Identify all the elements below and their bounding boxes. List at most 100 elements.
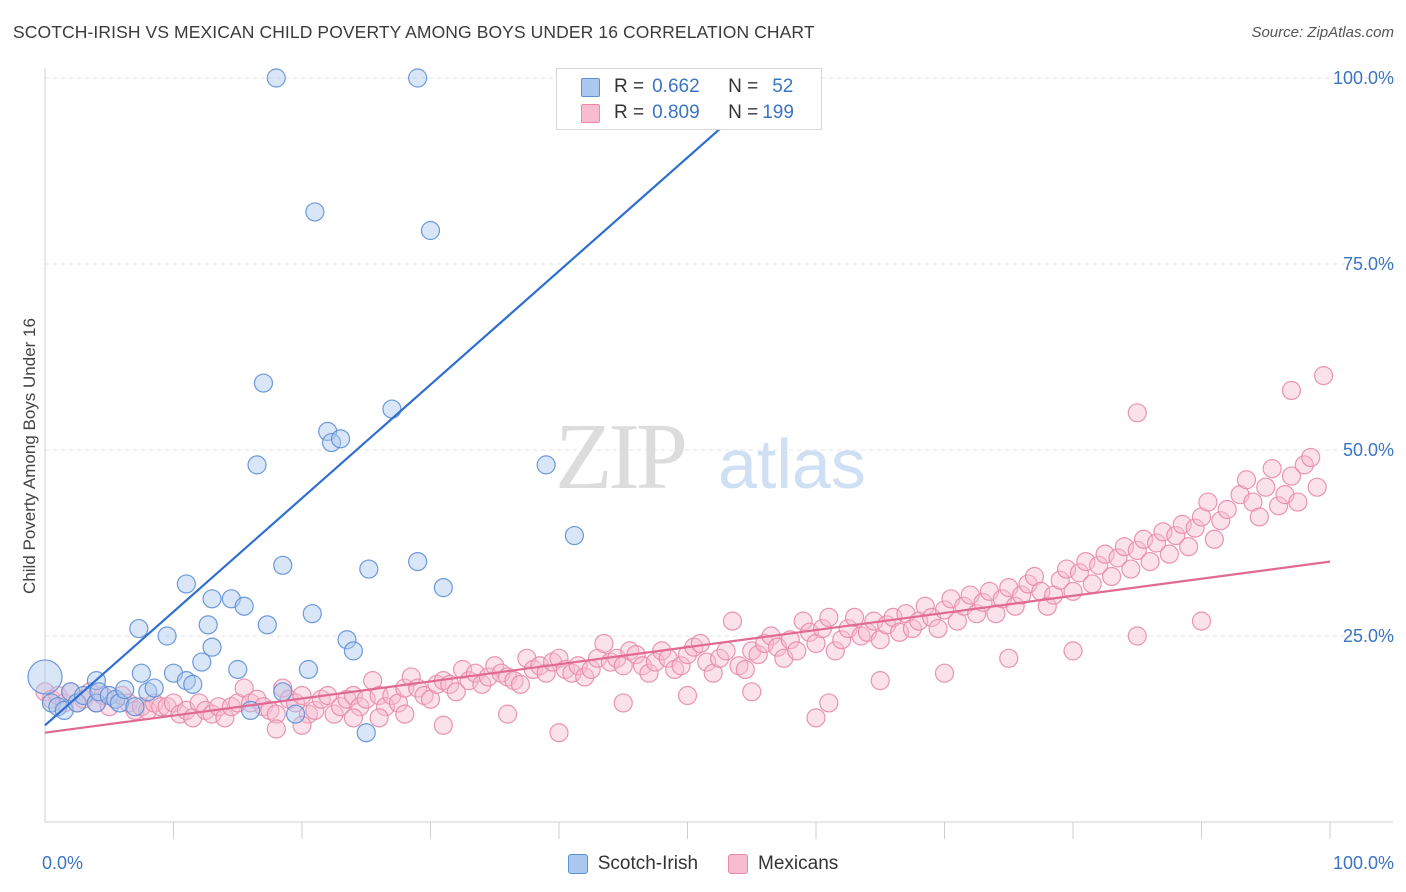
data-point (677, 644, 698, 665)
data-point (562, 663, 582, 683)
data-point (1127, 540, 1147, 561)
data-point (27, 659, 63, 695)
data-point (934, 663, 955, 683)
r-value: 0.662 (652, 76, 700, 97)
data-point (176, 574, 196, 594)
data-point (228, 659, 248, 680)
data-point (742, 682, 762, 702)
legend-item-scotch-irish[interactable]: Scotch-Irish (567, 850, 699, 878)
data-point (639, 663, 659, 683)
data-point (337, 630, 357, 650)
data-point (722, 611, 743, 631)
data-point (99, 697, 119, 717)
trend-lines (44, 77, 1331, 734)
scotch-irish-points (27, 68, 736, 743)
n-label: N = (728, 76, 759, 97)
data-point (1069, 563, 1090, 583)
data-point (292, 685, 312, 706)
data-point (257, 615, 277, 635)
data-point (1217, 499, 1237, 520)
data-point (1153, 522, 1173, 542)
data-point (192, 652, 212, 672)
data-point (302, 604, 322, 624)
data-point (819, 607, 839, 628)
data-point (330, 429, 351, 449)
data-point (202, 637, 222, 657)
data-point (369, 708, 389, 728)
data-point (115, 679, 135, 700)
data-point (1108, 548, 1128, 568)
data-point (613, 693, 633, 713)
data-point (324, 704, 344, 724)
data-point (1005, 596, 1025, 616)
y-tick-labels: 25.0% 50.0% 75.0% 100.0% (1333, 68, 1394, 646)
data-point (247, 455, 267, 475)
data-point (183, 674, 203, 694)
data-point (375, 697, 396, 717)
data-point (1082, 574, 1102, 594)
data-point (870, 671, 890, 691)
data-point (1191, 611, 1212, 631)
data-point (202, 589, 222, 609)
data-point (645, 652, 665, 672)
y-tick-label: 25.0% (1343, 626, 1394, 646)
stats-legend: R = 0.662 N = 52 R = 0.809 N = 199 (556, 68, 822, 130)
data-point (549, 723, 569, 743)
data-point (382, 399, 402, 419)
data-point (420, 220, 441, 241)
data-point (273, 555, 293, 575)
data-point (266, 68, 286, 88)
r-value: 0.809 (652, 102, 700, 123)
data-point (266, 704, 286, 724)
data-point (305, 202, 325, 222)
data-point (61, 682, 81, 702)
data-point (632, 656, 653, 676)
data-point (1268, 496, 1289, 516)
data-point (902, 618, 922, 639)
data-point (806, 708, 826, 728)
data-point (89, 682, 109, 702)
data-point (1166, 525, 1186, 546)
y-tick-label: 75.0% (1343, 254, 1394, 274)
legend-item-mexicans[interactable]: Mexicans (728, 850, 838, 878)
data-point (151, 697, 171, 717)
data-point (198, 615, 218, 635)
data-point (1140, 551, 1160, 572)
data-point (594, 633, 614, 654)
series-legend: Scotch-Irish Mexicans (0, 850, 1406, 878)
scotch-irish-swatch (567, 854, 588, 874)
data-point (536, 455, 556, 475)
data-point (1172, 514, 1192, 535)
data-point (1101, 566, 1122, 587)
data-point (999, 648, 1019, 668)
data-point (1307, 477, 1327, 497)
data-point (536, 663, 556, 683)
data-point (1185, 518, 1205, 538)
data-point (677, 685, 698, 706)
legend-label: Scotch-Irish (597, 853, 699, 874)
data-point (748, 644, 768, 665)
data-point (350, 697, 370, 717)
data-point (889, 622, 910, 642)
data-point (305, 700, 325, 721)
data-point (343, 708, 363, 728)
data-point (330, 697, 351, 717)
data-point (1249, 507, 1269, 527)
data-point (234, 596, 254, 616)
stats-legend-row-scotch-irish: R = 0.662 N = 52 (581, 75, 793, 99)
data-point (485, 656, 505, 676)
data-point (157, 626, 177, 646)
legend-label: Mexicans (758, 853, 839, 874)
y-axis-label: Child Poverty Among Boys Under 16 (20, 318, 39, 594)
data-point (1281, 380, 1302, 401)
data-point (832, 630, 852, 650)
data-point (1179, 537, 1199, 557)
data-point (343, 641, 363, 661)
data-point (125, 697, 145, 717)
y-tick-label: 100.0% (1333, 68, 1394, 88)
y-tick-label: 50.0% (1343, 440, 1394, 460)
data-point (697, 652, 717, 672)
watermark: ZIP atlas (555, 405, 866, 509)
data-point (754, 633, 775, 654)
